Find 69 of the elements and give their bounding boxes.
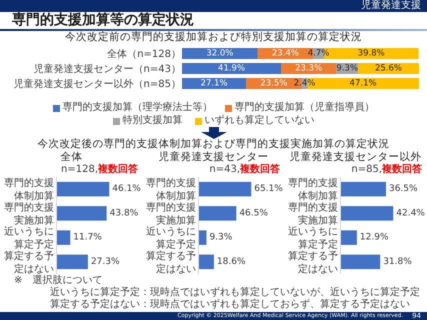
text: 複数回答 [98, 164, 138, 175]
legend-label: いずれも算定していない [204, 115, 314, 127]
bar [341, 230, 357, 245]
bar [57, 182, 110, 196]
bar [341, 206, 394, 221]
text: n=128, [61, 164, 98, 175]
y-tick-label: 専門的支援体制加算 [288, 177, 338, 202]
bar [57, 206, 107, 221]
data-label: 9.3% [336, 64, 358, 74]
y-tick-label: 専門的支援体制加算 [146, 177, 196, 202]
data-label: 47.1% [350, 78, 377, 89]
y-tick-label: 専門的支援実施加算 [146, 201, 196, 226]
y-tick-label: 算定する予定はない [288, 250, 338, 275]
data-label: 46.1% [112, 184, 142, 194]
legend-label: 専門的支援加算（児童指導員） [234, 102, 374, 114]
y-tick-label: 専門的支援実施加算 [288, 201, 338, 226]
bar [199, 206, 236, 221]
data-label: 23.5% [260, 78, 288, 89]
text: n=43, [209, 164, 240, 175]
bar [199, 254, 214, 270]
data-label: 27.3% [90, 256, 120, 267]
bar [57, 254, 88, 270]
y-tick-label: 算定する予定はない [4, 250, 54, 275]
bar [341, 182, 386, 196]
y-tick-label: 専門的支援実施加算 [4, 201, 54, 226]
chart-subtitle: 全体 [60, 151, 84, 164]
text: n=85, [351, 164, 382, 175]
data-label: 39.8% [358, 48, 385, 59]
data-label: 36.5% [388, 184, 418, 194]
bar [57, 230, 70, 245]
data-label: 11.7% [73, 232, 102, 243]
y-tick-label: 算定する予定はない [146, 250, 196, 275]
text: 複数回答 [240, 164, 280, 175]
chart-subtitle: 今次改定前の専門的支援加算および特別支援加算の算定状況 [65, 30, 362, 43]
text: 複数回答 [382, 164, 422, 175]
y-tick-label: 近いうちに算定予定 [146, 226, 196, 251]
data-label: 23.3% [295, 64, 322, 74]
data-label: 46.5% [239, 208, 268, 218]
chart-title: 児童発達支援センター [158, 151, 270, 164]
data-label: 12.9% [360, 232, 389, 243]
bar [199, 230, 206, 245]
data-label: 65.1% [254, 184, 284, 194]
text: ※ 選択肢について [14, 275, 102, 286]
data-label: 41.9% [218, 64, 246, 74]
legend-label: 特別支援加算 [122, 115, 182, 127]
chart-title: 専門的支援加算等の算定状況 [12, 12, 194, 29]
bar [341, 254, 380, 270]
y-tick-label: 近いうちに算定予定 [4, 226, 54, 251]
data-label: 32.0% [206, 48, 234, 59]
y-tick-label: 近いうちに算定予定 [288, 226, 338, 251]
data-label: 42.4% [396, 208, 426, 218]
data-label: 23.4% [272, 48, 299, 59]
y-tick-label: 全体（n=128） [107, 48, 181, 60]
data-label: 31.8% [383, 256, 412, 267]
text: 算定する予定はない：現時点ではいずれも算定しておらず、算定する予定はない [50, 299, 410, 311]
data-label: 25.6% [374, 64, 402, 74]
y-tick-label: 専門的支援体制加算 [4, 177, 54, 202]
data-label: 27.1% [200, 78, 228, 89]
data-label: 18.6% [216, 256, 246, 267]
data-label: 9.3% [209, 232, 233, 243]
bar [199, 182, 252, 196]
y-tick-label: 児童発達支援センター以外（n=85） [14, 78, 181, 90]
text: 近いうちに算定予定：現時点ではいずれも算定していないが、近いうちに算定予定 [50, 287, 420, 298]
y-tick-label: 児童発達支援センター（n=43） [34, 63, 181, 75]
bar [182, 62, 282, 74]
legend-label: 専門的支援加算（理学療法士等） [62, 102, 212, 114]
text: 今次改定後の専門的支援体制加算および専門的支援実施加算の算定状況 [36, 138, 390, 151]
chart-title: 児童発達支援センター以外 [288, 151, 422, 164]
data-label: 43.8% [110, 208, 139, 218]
